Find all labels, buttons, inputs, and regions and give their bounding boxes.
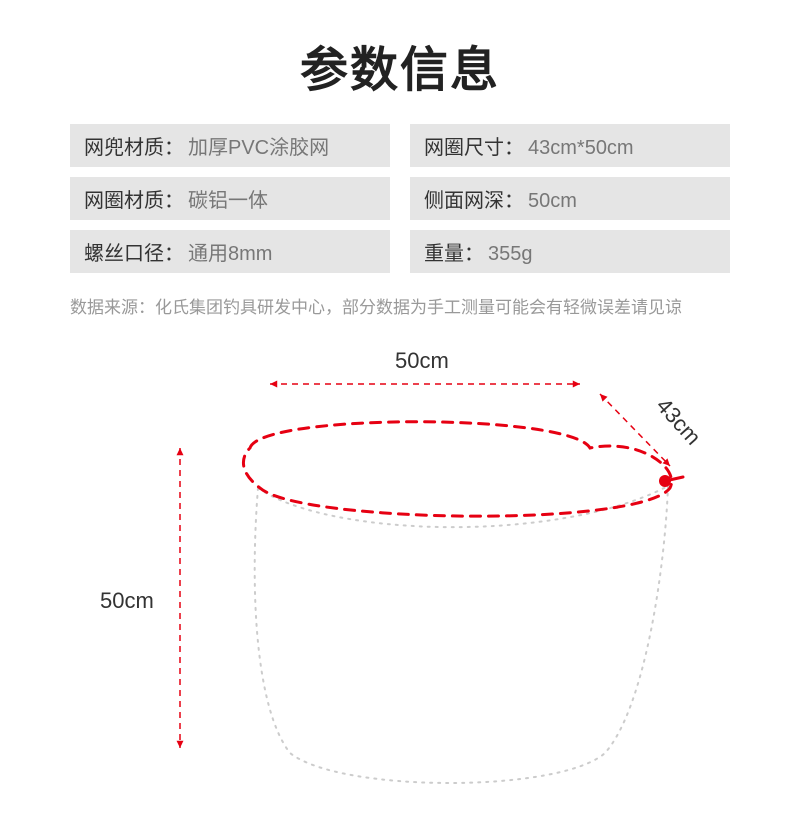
- spec-row: 螺丝口径： 通用8mm 重量： 355g: [70, 230, 730, 273]
- spec-value: 加厚PVC涂胶网: [188, 131, 329, 160]
- spec-cell: 侧面网深： 50cm: [410, 177, 730, 220]
- net-diagram: 50cm 43cm 50cm: [0, 338, 800, 818]
- spec-row: 网兜材质： 加厚PVC涂胶网 网圈尺寸： 43cm*50cm: [70, 124, 730, 167]
- page-title: 参数信息: [0, 0, 800, 124]
- spec-label: 网兜材质：: [84, 131, 184, 160]
- spec-label: 螺丝口径：: [84, 237, 184, 266]
- spec-value: 43cm*50cm: [528, 137, 634, 160]
- spec-cell: 网兜材质： 加厚PVC涂胶网: [70, 124, 390, 167]
- spec-cell: 网圈尺寸： 43cm*50cm: [410, 124, 730, 167]
- spec-label: 网圈材质：: [84, 184, 184, 213]
- footnote: 数据来源：化氏集团钓具研发中心，部分数据为手工测量可能会有轻微误差请见谅: [0, 283, 800, 318]
- spec-value: 50cm: [528, 190, 577, 213]
- spec-row: 网圈材质： 碳铝一体 侧面网深： 50cm: [70, 177, 730, 220]
- dim-top-label: 50cm: [395, 348, 449, 374]
- spec-value: 355g: [488, 243, 533, 266]
- spec-value: 碳铝一体: [188, 184, 268, 213]
- spec-label: 重量：: [424, 237, 484, 266]
- spec-cell: 重量： 355g: [410, 230, 730, 273]
- spec-cell: 网圈材质： 碳铝一体: [70, 177, 390, 220]
- spec-cell: 螺丝口径： 通用8mm: [70, 230, 390, 273]
- spec-label: 侧面网深：: [424, 184, 524, 213]
- spec-table: 网兜材质： 加厚PVC涂胶网 网圈尺寸： 43cm*50cm 网圈材质： 碳铝一…: [0, 124, 800, 273]
- spec-label: 网圈尺寸：: [424, 131, 524, 160]
- dim-left-label: 50cm: [100, 588, 154, 614]
- spec-value: 通用8mm: [188, 237, 272, 266]
